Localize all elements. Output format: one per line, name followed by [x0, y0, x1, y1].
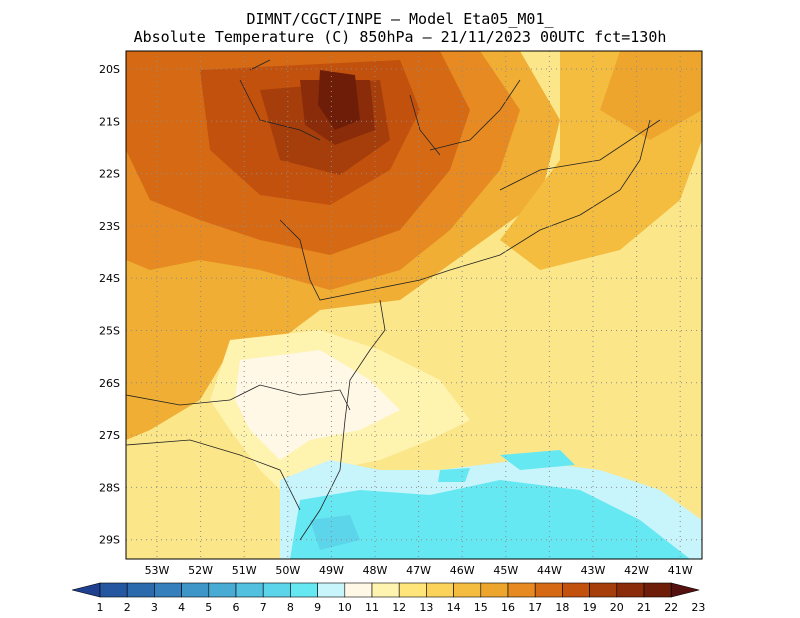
- colorbar-swatch: [99, 582, 128, 598]
- lat-label: 27S: [99, 429, 120, 442]
- lon-label: 53W: [145, 564, 170, 577]
- colorbar-label: 6: [233, 601, 240, 614]
- colorbar-label: 5: [205, 601, 212, 614]
- lat-label: 21S: [99, 115, 120, 128]
- lat-label: 26S: [99, 377, 120, 390]
- colorbar-swatch: [507, 582, 536, 598]
- colorbar-high-arrow: [670, 582, 700, 598]
- colorbar-swatch: [235, 582, 264, 598]
- map-frame: [125, 50, 703, 560]
- longitude-labels: 53W 52W 51W 50W 49W 48W 47W 46W 45W 44W 43W 42W 41W: [145, 564, 693, 577]
- colorbar-label: 13: [419, 601, 433, 614]
- colorbar-label: 21: [637, 601, 651, 614]
- lon-label: 52W: [188, 564, 213, 577]
- colorbar-label: 10: [338, 601, 352, 614]
- colorbar-swatch: [480, 582, 509, 598]
- colorbar-swatch: [208, 582, 237, 598]
- latitude-labels: 20S 21S 22S 23S 24S 25S 26S 27S 28S 29S: [99, 63, 120, 547]
- lon-label: 48W: [363, 564, 388, 577]
- lon-label: 49W: [319, 564, 344, 577]
- colorbar-label: 14: [447, 601, 461, 614]
- colorbar-low-arrow: [71, 582, 101, 598]
- lon-label: 44W: [537, 564, 562, 577]
- lon-label: 43W: [581, 564, 606, 577]
- map-title-line2: Absolute Temperature (C) 850hPa – 21/11/…: [133, 28, 667, 46]
- colorbar-swatch: [371, 582, 400, 598]
- colorbar-label: 12: [392, 601, 406, 614]
- colorbar-label: 3: [151, 601, 158, 614]
- colorbar-label: 1: [97, 601, 104, 614]
- color-legend: 1 2 3 4 5 6 7 8 9 10 11 12 13 14 15 16 17 18 19 20 21 22 23: [71, 582, 705, 614]
- colorbar-swatch: [154, 582, 182, 598]
- colorbar-swatch: [126, 582, 155, 598]
- colorbar-label: 11: [365, 601, 379, 614]
- lat-label: 25S: [99, 325, 120, 338]
- colorbar-label: 20: [610, 601, 624, 614]
- lat-label: 29S: [99, 534, 120, 547]
- lon-label: 50W: [275, 564, 300, 577]
- colorbar-label: 17: [528, 601, 542, 614]
- lon-label: 42W: [624, 564, 649, 577]
- colorbar-swatch: [290, 582, 318, 598]
- colorbar-swatch: [344, 582, 373, 598]
- temperature-field: [126, 51, 702, 559]
- lat-label: 24S: [99, 272, 120, 285]
- colorbar-swatch: [453, 582, 482, 598]
- lat-label: 28S: [99, 481, 120, 494]
- colorbar-swatch: [589, 582, 618, 598]
- colorbar-swatch: [616, 582, 645, 598]
- colorbar-swatch: [643, 582, 672, 598]
- colorbar-label: 7: [260, 601, 267, 614]
- colorbar-swatch: [534, 582, 563, 598]
- colorbar-label: 23: [691, 601, 705, 614]
- colorbar-label: 9: [314, 601, 321, 614]
- lon-label: 41W: [668, 564, 693, 577]
- colorbar-label: 19: [583, 601, 597, 614]
- lat-label: 20S: [99, 63, 120, 76]
- colorbar-label: 8: [287, 601, 294, 614]
- lon-label: 47W: [406, 564, 431, 577]
- colorbar-label: 15: [474, 601, 488, 614]
- colorbar-swatch: [562, 582, 590, 598]
- colorbar-swatch: [398, 582, 427, 598]
- colorbar-swatch: [317, 582, 346, 598]
- graticule: [126, 51, 702, 559]
- lat-label: 22S: [99, 168, 120, 181]
- colorbar-swatch: [426, 582, 454, 598]
- colorbar-swatch: [181, 582, 210, 598]
- lon-label: 45W: [493, 564, 518, 577]
- colorbar-label: 2: [124, 601, 131, 614]
- colorbar-label: 18: [555, 601, 569, 614]
- colorbar-label: 16: [501, 601, 515, 614]
- colorbar-label: 22: [664, 601, 678, 614]
- lon-label: 51W: [232, 564, 257, 577]
- colorbar-swatch: [262, 582, 291, 598]
- colorbar-label: 4: [178, 601, 185, 614]
- map-title-line1: DIMNT/CGCT/INPE – Model Eta05_M01_: [246, 10, 554, 28]
- lat-label: 23S: [99, 220, 120, 233]
- lon-label: 46W: [450, 564, 475, 577]
